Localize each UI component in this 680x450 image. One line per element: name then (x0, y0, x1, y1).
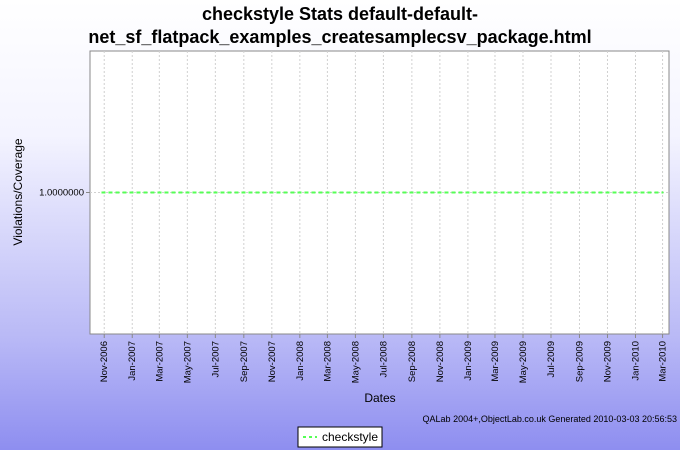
x-tick-label: May-2007 (182, 341, 193, 383)
chart-title-line-2: net_sf_flatpack_examples_createsamplecsv… (88, 27, 591, 47)
x-tick-label: Jan-2008 (295, 341, 306, 381)
x-tick-label: Sep-2009 (574, 341, 585, 382)
x-tick-label: Jul-2007 (210, 341, 221, 377)
x-tick-label: Mar-2007 (154, 341, 165, 382)
x-tick-label: Jul-2008 (378, 341, 389, 377)
y-tick-label: 1.0000000 (39, 188, 84, 199)
x-tick-label: May-2009 (518, 341, 529, 383)
x-tick-label: May-2008 (350, 341, 361, 383)
x-tick-label: Mar-2010 (658, 341, 669, 382)
x-tick-label: Jan-2010 (630, 341, 641, 381)
x-axis-label: Dates (364, 391, 395, 405)
y-axis-ticks: 1.0000000 (39, 188, 90, 199)
x-tick-label: Jan-2009 (463, 341, 474, 381)
x-axis-ticks: Nov-2006 Jan-2007 Mar-2007 May-2007 Jul-2007… (99, 334, 669, 383)
generated-credit: QALab 2004+,ObjectLab.co.uk Generated 20… (423, 414, 677, 424)
legend-label: checkstyle (322, 430, 378, 444)
x-tick-label: Sep-2007 (239, 341, 250, 382)
x-tick-label: Nov-2009 (602, 341, 613, 382)
x-tick-label: Mar-2009 (490, 341, 501, 382)
x-tick-label: Jan-2007 (127, 341, 138, 381)
chart-title-line-1: checkstyle Stats default-default- (202, 4, 478, 24)
x-tick-label: Jul-2009 (546, 341, 557, 377)
x-tick-label: Nov-2006 (99, 341, 110, 382)
x-tick-label: Nov-2008 (435, 341, 446, 382)
y-axis-label: Violations/Coverage (11, 138, 25, 246)
x-tick-label: Sep-2008 (407, 341, 418, 382)
x-tick-label: Nov-2007 (267, 341, 278, 382)
legend: checkstyle (297, 426, 383, 448)
legend-box (297, 426, 383, 448)
x-tick-label: Mar-2008 (322, 341, 333, 382)
